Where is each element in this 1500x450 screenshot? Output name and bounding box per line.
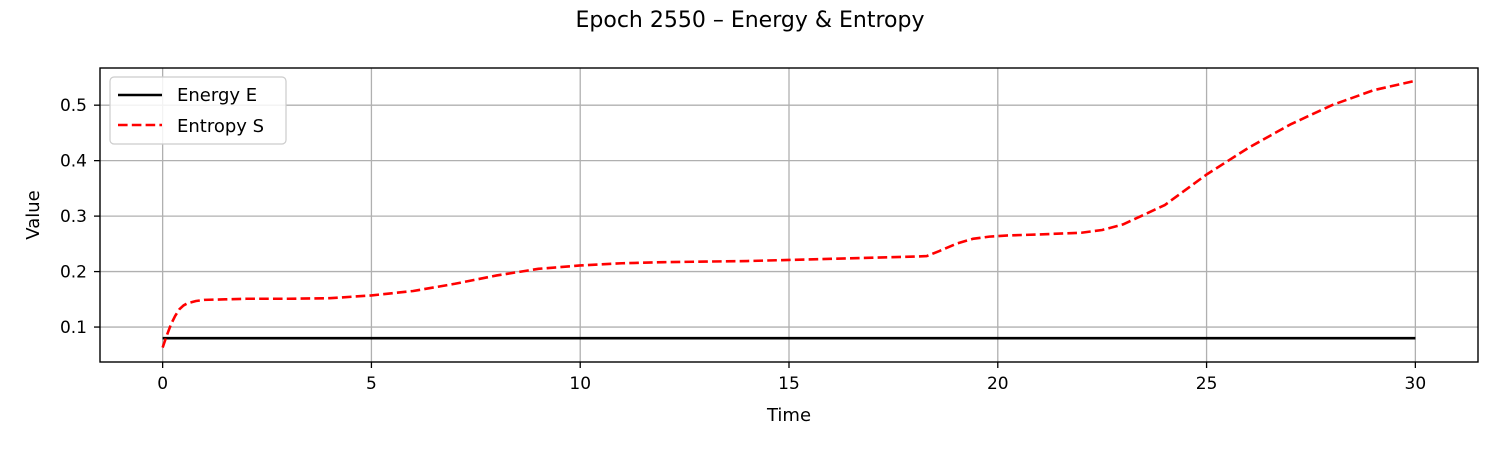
- legend: Energy E Entropy S: [109, 76, 287, 145]
- x-tick-label: 0: [157, 374, 168, 394]
- y-tick-label: 0.5: [60, 96, 87, 116]
- y-axis-label: Value: [23, 190, 44, 239]
- chart-title: Epoch 2550 – Energy & Entropy: [576, 8, 925, 33]
- tick-layer: 0 5 10 15 20 25 30 0.1 0.2 0.3 0.4 0.5: [60, 96, 1426, 394]
- series-layer: [161, 79, 1416, 349]
- x-tick-label: 10: [569, 374, 591, 394]
- x-axis-label: Time: [766, 405, 811, 426]
- grid-layer: [100, 68, 1478, 362]
- y-tick-label: 0.2: [60, 263, 87, 283]
- legend-label-energy: Energy E: [177, 85, 257, 106]
- y-tick-label: 0.1: [60, 318, 87, 338]
- x-tick-label: 30: [1405, 374, 1427, 394]
- x-tick-label: 25: [1196, 374, 1218, 394]
- y-tick-label: 0.4: [60, 152, 87, 172]
- series-line-entropy-s: [161, 79, 1416, 349]
- legend-label-entropy: Entropy S: [177, 116, 264, 137]
- x-tick-label: 15: [778, 374, 800, 394]
- x-tick-label: 20: [987, 374, 1009, 394]
- x-tick-label: 5: [366, 374, 377, 394]
- y-tick-label: 0.3: [60, 207, 87, 227]
